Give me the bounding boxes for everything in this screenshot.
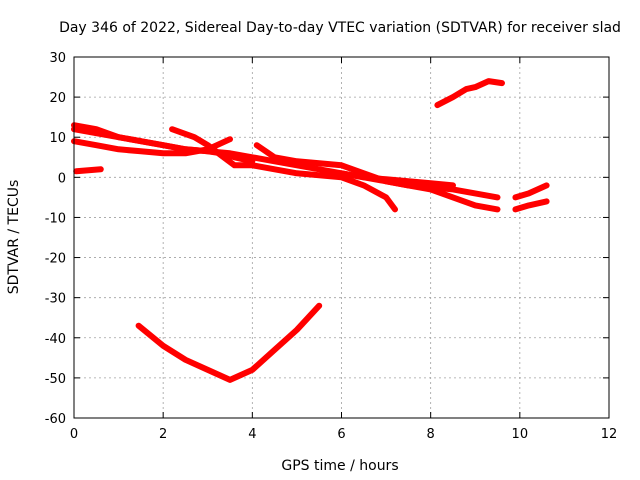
series-line-arc-11 (135, 302, 323, 383)
series-line-arc-5 (169, 126, 398, 213)
y-tick-label: 20 (49, 91, 66, 106)
x-axis-label: GPS time / hours (281, 458, 398, 474)
series-line-arc-2 (71, 122, 256, 165)
y-tick-label: -60 (45, 412, 66, 427)
y-tick-label: 10 (49, 131, 66, 146)
series-layer (71, 78, 550, 383)
y-axis-label: SDTVAR / TECUs (6, 180, 22, 295)
x-tick-label: 8 (427, 427, 435, 442)
x-tick-label: 10 (512, 427, 529, 442)
y-tick-label: -30 (45, 292, 66, 307)
x-tick-label: 12 (601, 427, 618, 442)
series-line-arc-9 (512, 198, 550, 213)
y-tick-label: -20 (45, 252, 66, 267)
x-tick-label: 4 (248, 427, 256, 442)
y-tick-label: -40 (45, 332, 66, 347)
series-line-arc-10 (434, 78, 505, 109)
series-line-arc-4 (73, 166, 104, 175)
y-tick-label: 30 (49, 51, 66, 66)
series-line-arc-3 (71, 136, 233, 157)
series-line-arc-8 (512, 182, 550, 201)
y-tick-label: -50 (45, 372, 66, 387)
y-tick-label: 0 (58, 171, 66, 186)
ticks: 0 2 4 6 8 10 12 -60 -50 -40 -30 -20 -10 0 10 20 30 (45, 51, 618, 442)
x-tick-label: 6 (337, 427, 345, 442)
chart-title: Day 346 of 2022, Sidereal Day-to-day VTE… (59, 20, 621, 36)
x-tick-label: 0 (70, 427, 78, 442)
series-line-arc-7 (338, 170, 456, 189)
grid (74, 57, 609, 418)
x-tick-label: 2 (159, 427, 167, 442)
y-tick-label: -10 (45, 211, 66, 226)
